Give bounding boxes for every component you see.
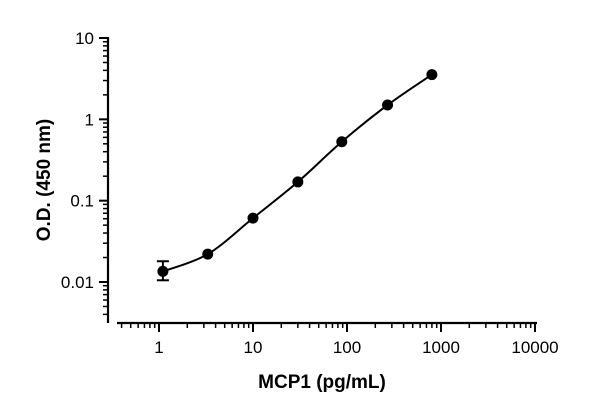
x-tick-label: 1000 <box>422 338 460 357</box>
data-point <box>157 265 169 277</box>
x-tick-label: 10 <box>244 338 263 357</box>
y-tick-label: 10 <box>75 29 94 48</box>
x-tick-label: 100 <box>333 338 361 357</box>
y-axis-title: O.D. (450 nm) <box>34 119 55 241</box>
plot-layer: 1 10 100 1000 10000 0.01 0.1 1 10 <box>61 29 559 357</box>
data-point <box>247 212 259 224</box>
data-point <box>426 69 438 81</box>
x-axis-title: MCP1 (pg/mL) <box>258 372 386 393</box>
x-tick-label: 10000 <box>511 338 558 357</box>
data-point <box>202 248 214 260</box>
x-tick-label: 1 <box>154 338 163 357</box>
data-point <box>382 99 394 111</box>
y-tick-label: 0.01 <box>61 273 94 292</box>
y-tick-label: 0.1 <box>70 192 94 211</box>
y-tick-label: 1 <box>85 110 94 129</box>
data-point <box>336 136 348 148</box>
data-point <box>292 176 304 188</box>
